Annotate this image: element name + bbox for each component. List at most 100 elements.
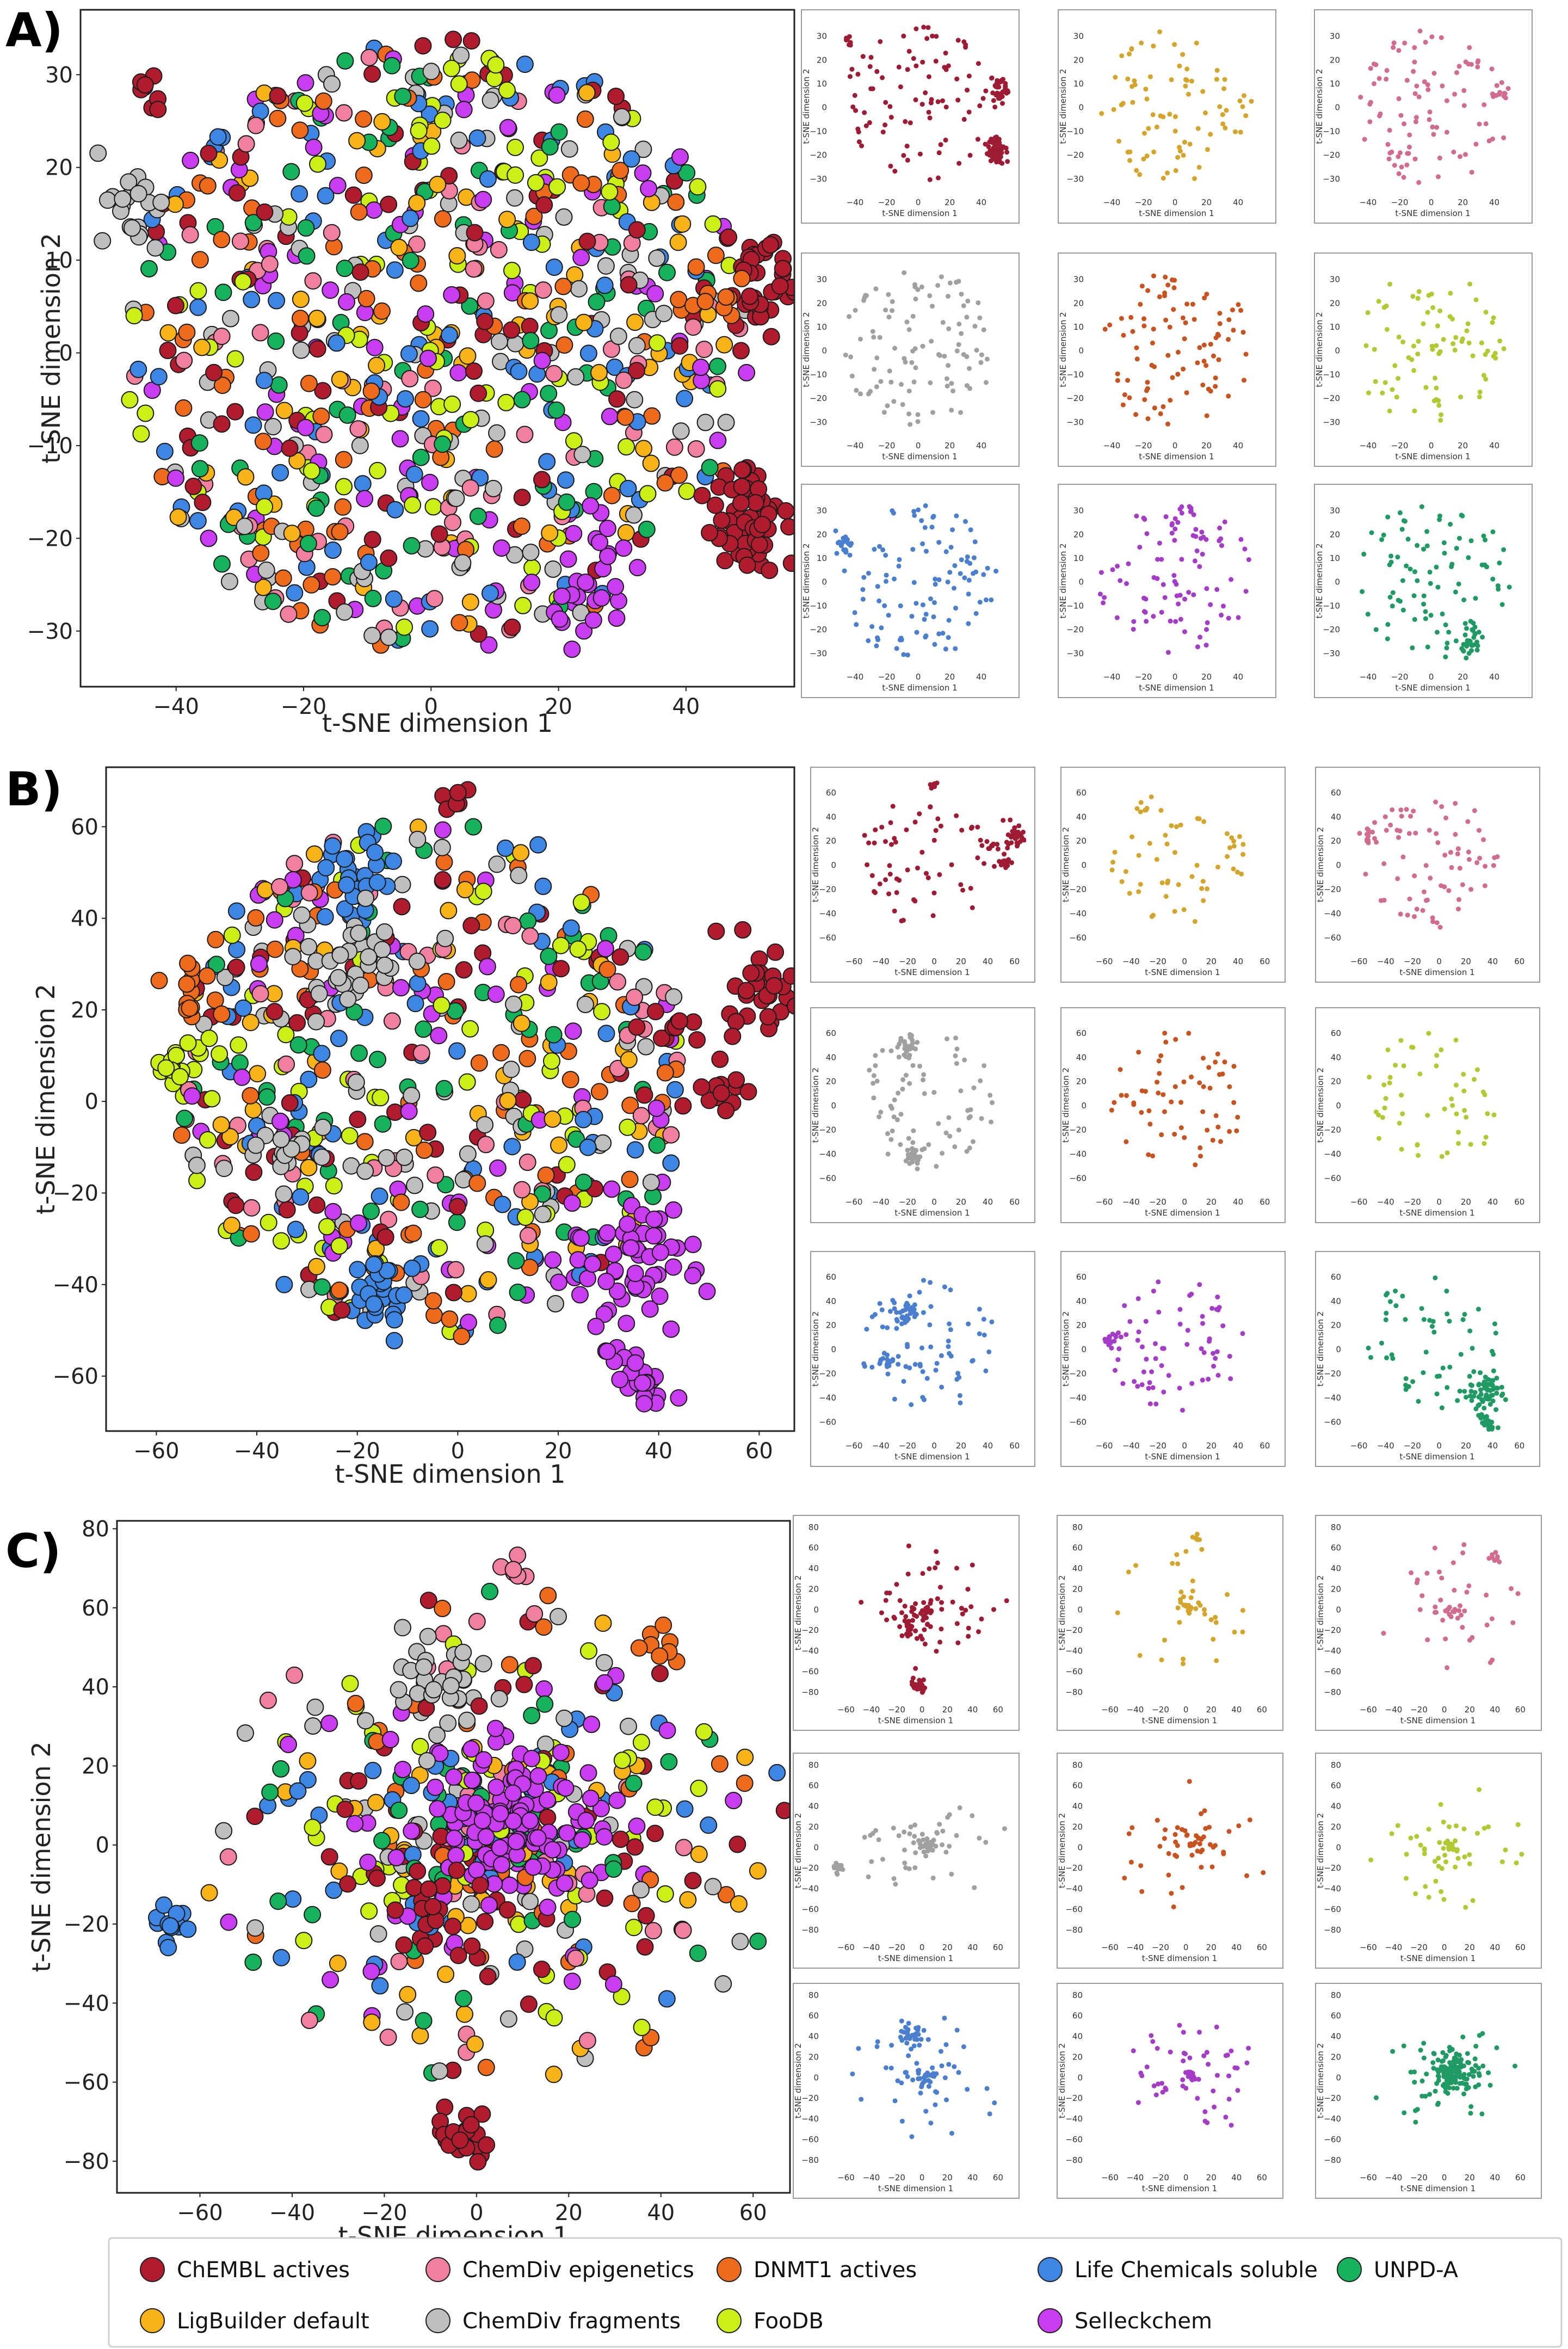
subplot-y-tick-label: 0: [1081, 860, 1087, 870]
scatter-point: [572, 174, 590, 192]
subplot-point: [1209, 1306, 1215, 1311]
subplot-point: [1194, 862, 1200, 868]
scatter-point: [416, 1937, 434, 1955]
scatter-point: [724, 1027, 742, 1045]
subplot-x-tick-label: 20: [1206, 1197, 1217, 1207]
scatter-point: [421, 473, 439, 491]
scatter-point: [666, 1081, 684, 1099]
scatter-point: [182, 151, 200, 169]
subplot-point: [896, 1090, 901, 1096]
subplot-point: [985, 356, 990, 362]
subplot-point: [989, 597, 994, 602]
subplot-point: [1476, 1306, 1481, 1312]
subplot-point: [1200, 1321, 1205, 1326]
scatter-point: [488, 855, 506, 873]
subplot-x-tick-label: 0: [919, 1705, 925, 1715]
subplot-point: [860, 587, 866, 592]
scatter-point: [423, 137, 441, 155]
scatter-point: [510, 362, 528, 380]
subplot-point: [878, 1358, 883, 1364]
subplot-point: [996, 143, 1001, 149]
scatter-point: [330, 1862, 348, 1880]
subplot-point: [883, 877, 888, 883]
subplot-x-tick-label: 40: [1487, 1441, 1498, 1451]
scatter-point: [189, 282, 207, 300]
subplot-x-tick-label: −40: [1377, 957, 1394, 966]
scatter-point: [596, 1674, 614, 1692]
subplot-point: [1144, 96, 1150, 102]
subplot-point: [1484, 564, 1490, 570]
scatter-point: [470, 1697, 488, 1715]
x-tick-label: 40: [672, 694, 700, 719]
subplot-point: [1115, 371, 1120, 377]
subplot-point: [1462, 621, 1468, 626]
scatter-point: [219, 1848, 237, 1866]
subplot-y-tick-label: 20: [826, 1321, 836, 1330]
scatter-point: [678, 482, 696, 500]
subplot-point: [1099, 111, 1104, 116]
scatter-point: [452, 46, 470, 64]
subplot-y-tick-label: 10: [1330, 79, 1340, 89]
subplot-point: [929, 97, 934, 102]
subplot-point: [1144, 531, 1150, 537]
scatter-point: [404, 496, 422, 514]
subplot-y-tick-label: −20: [1323, 625, 1340, 634]
subplot-point: [1008, 817, 1013, 823]
scatter-point: [251, 985, 269, 1003]
scatter-point: [687, 258, 705, 276]
subplot-point: [839, 540, 844, 545]
subplot-point: [900, 1314, 905, 1320]
subplot-point: [936, 150, 942, 156]
subplot-point: [1454, 1082, 1459, 1088]
subplot-y-tick-label: 30: [1330, 506, 1340, 516]
subplot-y-tick-label: −60: [1324, 933, 1341, 942]
subplot-point: [923, 633, 929, 639]
subplot-point: [1385, 1047, 1391, 1052]
subplot-point: [1177, 1385, 1182, 1391]
scatter-point: [625, 506, 643, 524]
subplot-point: [854, 387, 859, 393]
scatter-point: [730, 1895, 748, 1913]
scatter-point: [433, 996, 450, 1014]
subplot-point: [898, 603, 903, 608]
scatter-point: [674, 1097, 692, 1115]
subplot-point: [1178, 822, 1183, 828]
subplot-point: [1178, 1100, 1184, 1105]
subplot-point: [1238, 537, 1244, 542]
subplot-points: [844, 24, 1010, 182]
subplot-point: [1223, 125, 1228, 131]
scatter-point: [237, 1724, 254, 1742]
scatter-point: [360, 948, 378, 966]
subplot-point: [1403, 1387, 1409, 1392]
subplot-point: [1225, 854, 1230, 859]
subplot-point: [1439, 35, 1444, 40]
subplot-point: [932, 642, 937, 647]
scatter-point: [617, 524, 635, 541]
scatter-point: [336, 900, 354, 918]
subplot-point: [919, 1147, 925, 1152]
subplot-point: [1242, 546, 1248, 552]
subplot-point: [876, 1114, 882, 1119]
subplot-y-tick-label: 0: [1078, 346, 1084, 356]
scatter-point: [530, 149, 548, 167]
subplot-point: [943, 646, 948, 652]
scatter-point: [303, 576, 320, 594]
subplot-point: [1119, 1093, 1124, 1098]
subplot-frame: [1060, 767, 1286, 983]
subplot-point: [934, 1361, 940, 1366]
subplot-point: [1181, 366, 1186, 372]
scatter-point: [596, 1889, 614, 1907]
subplot-point: [1184, 301, 1190, 307]
subplot-point: [1466, 61, 1471, 67]
subplot-point: [1213, 335, 1219, 341]
subplot-point: [906, 1543, 911, 1549]
subplot-point: [1005, 846, 1010, 850]
subplot-point: [1434, 1391, 1440, 1397]
subplot-point: [1430, 305, 1436, 310]
subplot-y-axis-label: t-SNE dimension 2: [1061, 827, 1071, 902]
scatter-point: [579, 344, 597, 362]
subplot-point: [1162, 1031, 1168, 1036]
subplot-point: [968, 886, 973, 891]
subplot-point: [1109, 1346, 1114, 1351]
scatter-point: [408, 235, 426, 253]
